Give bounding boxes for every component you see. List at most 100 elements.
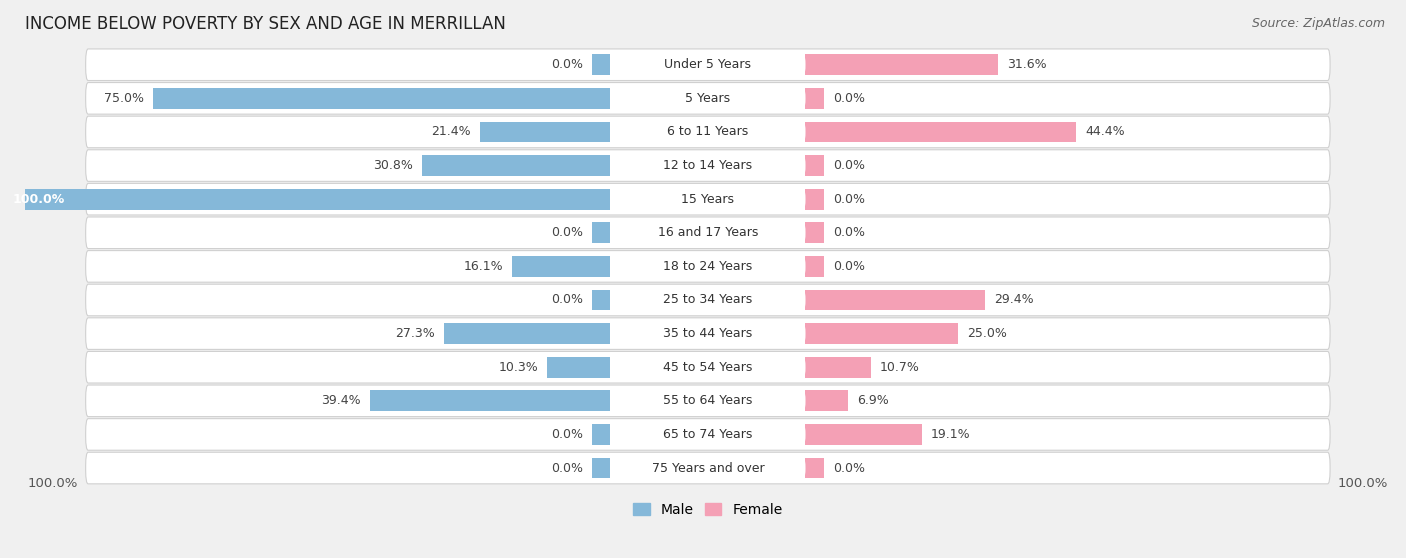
Bar [824, 424, 922, 445]
FancyBboxPatch shape [86, 284, 1330, 316]
Text: 30.8%: 30.8% [374, 159, 413, 172]
Bar [592, 458, 610, 478]
Bar [592, 391, 610, 411]
FancyBboxPatch shape [86, 385, 1330, 417]
Bar [592, 122, 610, 142]
Text: 45 to 54 Years: 45 to 54 Years [664, 360, 752, 374]
Text: 100.0%: 100.0% [13, 193, 65, 206]
Text: 10.3%: 10.3% [499, 360, 538, 374]
Bar [422, 155, 592, 176]
Text: 39.4%: 39.4% [321, 395, 361, 407]
Text: 35 to 44 Years: 35 to 44 Years [664, 327, 752, 340]
Bar [370, 391, 592, 411]
Text: 25.0%: 25.0% [967, 327, 1007, 340]
FancyBboxPatch shape [610, 259, 806, 274]
FancyBboxPatch shape [610, 57, 806, 73]
FancyBboxPatch shape [610, 460, 806, 476]
Bar [806, 290, 824, 310]
Text: 18 to 24 Years: 18 to 24 Years [664, 260, 752, 273]
Bar [592, 155, 610, 176]
Text: 0.0%: 0.0% [832, 92, 865, 105]
Bar [547, 357, 592, 378]
FancyBboxPatch shape [86, 49, 1330, 80]
Text: Under 5 Years: Under 5 Years [665, 58, 751, 71]
FancyBboxPatch shape [610, 393, 806, 408]
Text: 100.0%: 100.0% [1337, 477, 1388, 490]
FancyBboxPatch shape [86, 150, 1330, 181]
Text: 16 and 17 Years: 16 and 17 Years [658, 227, 758, 239]
Bar [806, 391, 824, 411]
Text: 16.1%: 16.1% [464, 260, 503, 273]
Bar [806, 189, 824, 210]
FancyBboxPatch shape [610, 124, 806, 140]
Bar [806, 155, 824, 176]
Bar [824, 391, 848, 411]
FancyBboxPatch shape [610, 292, 806, 307]
Text: 75.0%: 75.0% [104, 92, 143, 105]
Bar [592, 424, 610, 445]
Text: 31.6%: 31.6% [1007, 58, 1047, 71]
Bar [592, 54, 610, 75]
Text: 19.1%: 19.1% [931, 428, 970, 441]
Text: 25 to 34 Years: 25 to 34 Years [664, 294, 752, 306]
Bar [512, 256, 592, 277]
Bar [824, 54, 998, 75]
Text: 29.4%: 29.4% [994, 294, 1033, 306]
FancyBboxPatch shape [86, 352, 1330, 383]
Bar [824, 290, 984, 310]
Text: 21.4%: 21.4% [432, 126, 471, 138]
Bar [806, 122, 824, 142]
Text: 6.9%: 6.9% [856, 395, 889, 407]
Text: INCOME BELOW POVERTY BY SEX AND AGE IN MERRILLAN: INCOME BELOW POVERTY BY SEX AND AGE IN M… [25, 15, 506, 33]
Bar [0, 189, 592, 210]
Bar [824, 122, 1076, 142]
Bar [806, 256, 824, 277]
Bar [592, 88, 610, 109]
FancyBboxPatch shape [610, 427, 806, 442]
Text: 0.0%: 0.0% [551, 461, 583, 474]
FancyBboxPatch shape [86, 452, 1330, 484]
Text: 0.0%: 0.0% [832, 159, 865, 172]
Bar [824, 323, 957, 344]
Text: 44.4%: 44.4% [1085, 126, 1125, 138]
Text: 100.0%: 100.0% [28, 477, 79, 490]
Text: 6 to 11 Years: 6 to 11 Years [668, 126, 748, 138]
FancyBboxPatch shape [86, 318, 1330, 349]
Legend: Male, Female: Male, Female [627, 497, 789, 522]
Text: 65 to 74 Years: 65 to 74 Years [664, 428, 752, 441]
Bar [806, 88, 824, 109]
Text: 55 to 64 Years: 55 to 64 Years [664, 395, 752, 407]
Bar [806, 424, 824, 445]
Text: 0.0%: 0.0% [832, 260, 865, 273]
Text: 0.0%: 0.0% [551, 428, 583, 441]
Bar [479, 122, 592, 142]
Text: 75 Years and over: 75 Years and over [651, 461, 765, 474]
FancyBboxPatch shape [610, 191, 806, 207]
Text: 0.0%: 0.0% [832, 193, 865, 206]
Bar [444, 323, 592, 344]
FancyBboxPatch shape [610, 359, 806, 375]
Bar [806, 222, 824, 243]
FancyBboxPatch shape [86, 418, 1330, 450]
Bar [824, 357, 870, 378]
Bar [806, 323, 824, 344]
Bar [592, 323, 610, 344]
Text: 0.0%: 0.0% [832, 461, 865, 474]
Bar [592, 357, 610, 378]
Text: 0.0%: 0.0% [551, 227, 583, 239]
Text: 0.0%: 0.0% [551, 58, 583, 71]
Text: 5 Years: 5 Years [685, 92, 731, 105]
Text: 15 Years: 15 Years [682, 193, 734, 206]
FancyBboxPatch shape [86, 251, 1330, 282]
FancyBboxPatch shape [86, 83, 1330, 114]
Text: 27.3%: 27.3% [395, 327, 434, 340]
FancyBboxPatch shape [86, 184, 1330, 215]
Text: 0.0%: 0.0% [551, 294, 583, 306]
FancyBboxPatch shape [86, 217, 1330, 248]
Text: 10.7%: 10.7% [880, 360, 920, 374]
Bar [153, 88, 592, 109]
FancyBboxPatch shape [86, 116, 1330, 148]
Bar [592, 290, 610, 310]
Text: 12 to 14 Years: 12 to 14 Years [664, 159, 752, 172]
FancyBboxPatch shape [610, 326, 806, 341]
